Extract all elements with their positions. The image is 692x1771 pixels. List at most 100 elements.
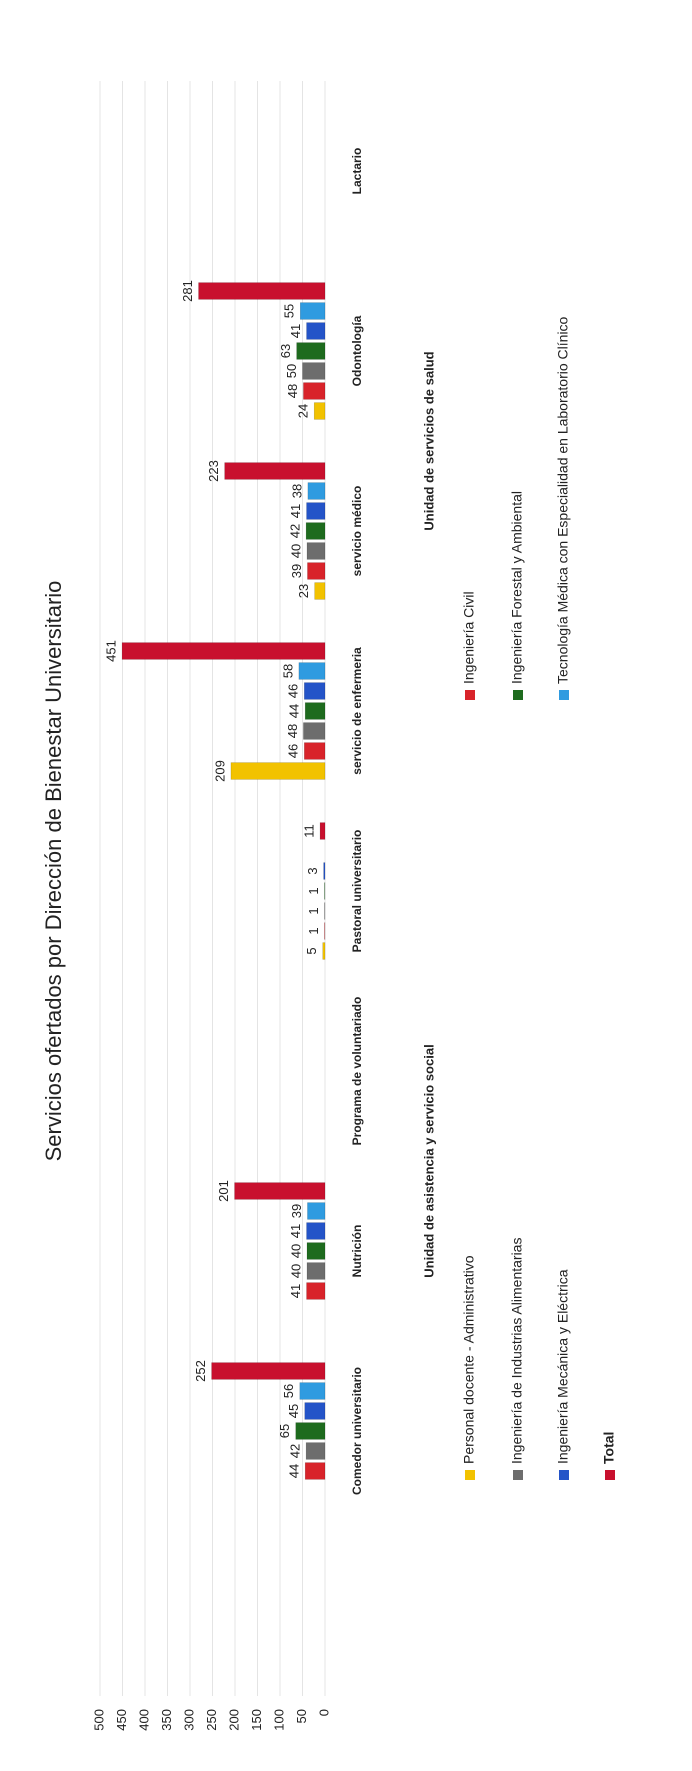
legend-label: Tecnología Médica con Especialidad en La… bbox=[555, 316, 571, 684]
legend-label: Ingeniería Civil bbox=[461, 591, 477, 684]
bar bbox=[306, 502, 326, 520]
value-label: 46 bbox=[286, 744, 301, 758]
value-label: 63 bbox=[278, 344, 293, 358]
bar bbox=[319, 822, 326, 840]
legend-label: Personal docente - Administrativo bbox=[461, 1255, 477, 1464]
value-label: 3 bbox=[305, 867, 320, 874]
value-label: 44 bbox=[287, 1464, 302, 1478]
bar bbox=[306, 1282, 326, 1300]
bar bbox=[304, 1462, 326, 1480]
x-tick-label: Comedor universitario bbox=[350, 1367, 364, 1495]
chart-title: Servicios ofertados por Dirección de Bie… bbox=[41, 581, 66, 1162]
bar bbox=[302, 362, 326, 380]
bar bbox=[234, 1182, 326, 1200]
bar bbox=[303, 382, 326, 400]
legend-label: Ingeniería Mecánica y Eléctrica bbox=[555, 1269, 571, 1464]
value-label: 5 bbox=[304, 947, 319, 954]
legend-swatch bbox=[605, 1470, 615, 1480]
y-tick-label: 500 bbox=[91, 1709, 106, 1731]
value-label: 1 bbox=[306, 907, 321, 914]
bar bbox=[304, 702, 326, 720]
bar bbox=[307, 1202, 326, 1220]
value-label: 11 bbox=[301, 824, 316, 838]
bar bbox=[303, 722, 326, 740]
bar bbox=[323, 862, 326, 880]
y-tick-label: 200 bbox=[226, 1709, 241, 1731]
bar bbox=[295, 1422, 326, 1440]
value-label: 209 bbox=[212, 760, 227, 782]
value-label: 39 bbox=[289, 564, 304, 578]
y-tick-label: 0 bbox=[316, 1709, 331, 1716]
legend-swatch bbox=[559, 1470, 569, 1480]
value-label: 44 bbox=[287, 704, 302, 718]
y-tick-label: 50 bbox=[294, 1709, 309, 1723]
bar bbox=[306, 1242, 326, 1260]
group-label: Unidad de servicios de salud bbox=[421, 351, 436, 530]
rotated-frame: Servicios ofertados por Dirección de Bie… bbox=[41, 81, 617, 1731]
value-label: 41 bbox=[288, 1224, 303, 1238]
value-label: 38 bbox=[289, 484, 304, 498]
bar bbox=[224, 462, 326, 480]
legend-swatch bbox=[513, 1470, 523, 1480]
y-tick-label: 400 bbox=[136, 1709, 151, 1731]
legend-label: Ingeniería de Industrias Alimentarias bbox=[509, 1238, 525, 1464]
value-label: 1 bbox=[306, 927, 321, 934]
y-tick-label: 150 bbox=[249, 1709, 264, 1731]
bar bbox=[313, 402, 326, 420]
bar bbox=[298, 662, 326, 680]
y-tick-label: 250 bbox=[204, 1709, 219, 1731]
value-label: 58 bbox=[280, 664, 295, 678]
bar bbox=[305, 1442, 326, 1460]
bar bbox=[296, 342, 326, 360]
value-label: 39 bbox=[289, 1204, 304, 1218]
x-tick-label: Programa de voluntariado bbox=[350, 997, 364, 1146]
value-label: 40 bbox=[288, 544, 303, 558]
value-label: 48 bbox=[285, 724, 300, 738]
x-tick-label: Lactario bbox=[350, 148, 364, 195]
x-tick-label: Odontología bbox=[350, 315, 364, 386]
value-label: 41 bbox=[288, 504, 303, 518]
y-tick-label: 100 bbox=[271, 1709, 286, 1731]
legend-label: Ingeniería Forestal y Ambiental bbox=[509, 491, 525, 684]
bar bbox=[230, 762, 326, 780]
bar bbox=[306, 1222, 326, 1240]
value-label: 55 bbox=[282, 304, 297, 318]
legend-swatch bbox=[559, 690, 569, 700]
value-label: 201 bbox=[216, 1180, 231, 1202]
bar bbox=[307, 482, 326, 500]
value-label: 48 bbox=[285, 384, 300, 398]
value-label: 24 bbox=[296, 404, 311, 418]
bar bbox=[306, 542, 326, 560]
value-label: 41 bbox=[288, 1284, 303, 1298]
value-label: 40 bbox=[288, 1264, 303, 1278]
value-label: 252 bbox=[193, 1360, 208, 1382]
bar bbox=[306, 1262, 326, 1280]
value-label: 56 bbox=[281, 1384, 296, 1398]
y-tick-label: 450 bbox=[114, 1709, 129, 1731]
value-label: 1 bbox=[306, 887, 321, 894]
value-label: 281 bbox=[180, 280, 195, 302]
value-label: 41 bbox=[288, 324, 303, 338]
y-tick-label: 300 bbox=[181, 1709, 196, 1731]
bar bbox=[304, 1402, 326, 1420]
x-tick-label: servicio médico bbox=[350, 486, 364, 577]
value-label: 50 bbox=[284, 364, 299, 378]
bar bbox=[299, 1382, 326, 1400]
bar bbox=[300, 302, 326, 320]
value-label: 42 bbox=[288, 524, 303, 538]
value-label: 40 bbox=[288, 1244, 303, 1258]
value-label: 46 bbox=[286, 684, 301, 698]
bar bbox=[198, 282, 326, 300]
legend-swatch bbox=[465, 1470, 475, 1480]
x-tick-label: Pastoral universitario bbox=[350, 830, 364, 953]
legend-swatch bbox=[465, 690, 475, 700]
group-label: Unidad de asistencia y servicio social bbox=[421, 1044, 436, 1277]
bar bbox=[304, 742, 326, 760]
bar bbox=[304, 682, 326, 700]
bar bbox=[305, 522, 326, 540]
y-tick-label: 350 bbox=[159, 1709, 174, 1731]
legend-swatch bbox=[513, 690, 523, 700]
value-label: 23 bbox=[296, 584, 311, 598]
legend-label: Total bbox=[601, 1432, 617, 1464]
